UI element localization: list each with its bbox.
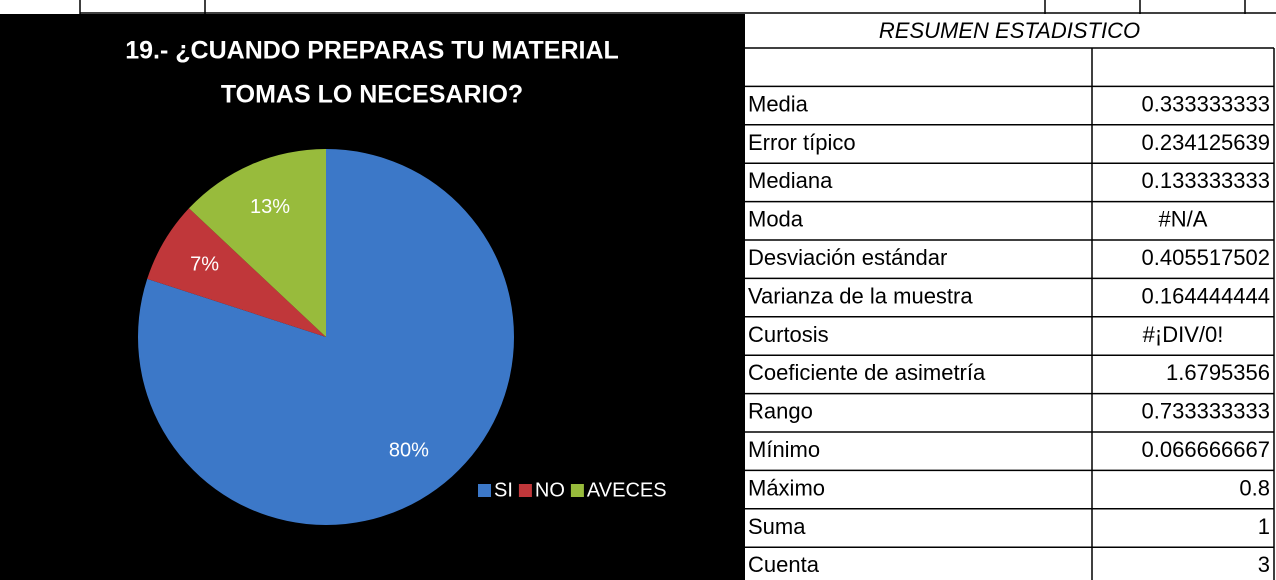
top-row-borders bbox=[79, 0, 1276, 14]
stat-value: 3 bbox=[1258, 552, 1270, 577]
stat-name: Varianza de la muestra bbox=[748, 283, 973, 308]
legend-swatch bbox=[518, 484, 532, 497]
stat-value: #¡DIV/0! bbox=[1143, 322, 1224, 347]
stats-table: RESUMEN ESTADISTICO Media 0.333333333 Error… bbox=[745, 18, 1275, 580]
stat-value: 0.133333333 bbox=[1142, 168, 1270, 193]
stat-value: 1 bbox=[1258, 514, 1270, 539]
legend-label: NO bbox=[535, 479, 565, 501]
pie-slice bbox=[147, 208, 326, 337]
stat-value: 1.6795356 bbox=[1166, 360, 1270, 385]
data-label: 7% bbox=[190, 254, 219, 276]
stat-value: 0.8 bbox=[1239, 475, 1270, 500]
data-label: 13% bbox=[250, 196, 290, 218]
stat-name: Curtosis bbox=[748, 322, 829, 347]
chart-title: TOMAS LO NECESARIO? bbox=[221, 81, 523, 109]
stat-value: 0.234125639 bbox=[1142, 130, 1270, 155]
stat-name: Cuenta bbox=[748, 552, 820, 577]
stat-name: Mínimo bbox=[748, 437, 820, 462]
stat-value: 0.733333333 bbox=[1142, 399, 1270, 424]
data-label: 80% bbox=[389, 439, 429, 461]
chart-title: 19.- ¿CUANDO PREPARAS TU MATERIAL bbox=[125, 37, 619, 65]
top-row bbox=[0, 0, 1276, 14]
stat-name: Moda bbox=[748, 207, 804, 232]
stat-name: Media bbox=[748, 91, 809, 116]
stat-name: Mediana bbox=[748, 168, 833, 193]
stat-value: 0.066666667 bbox=[1142, 437, 1270, 462]
stat-value: 0.164444444 bbox=[1142, 283, 1270, 308]
table-title: RESUMEN ESTADISTICO bbox=[879, 18, 1140, 43]
stat-name: Coeficiente de asimetría bbox=[748, 360, 986, 385]
pie: 80% 7% 13% bbox=[137, 149, 514, 525]
pie-slice bbox=[188, 149, 326, 337]
stat-name: Rango bbox=[748, 399, 813, 424]
stat-value: 0.405517502 bbox=[1142, 245, 1270, 270]
legend-swatch bbox=[570, 484, 584, 497]
stat-name: Máximo bbox=[748, 475, 825, 500]
legend-label: SI bbox=[494, 479, 513, 501]
legend-label: AVECES bbox=[587, 479, 667, 501]
legend-swatch bbox=[478, 484, 491, 497]
stat-value: 0.333333333 bbox=[1142, 91, 1270, 116]
stat-name: Error típico bbox=[748, 130, 856, 155]
stat-name: Desviación estándar bbox=[748, 245, 947, 270]
legend: SI NO AVECES bbox=[478, 479, 667, 501]
stat-name: Suma bbox=[748, 514, 806, 539]
stat-value: #N/A bbox=[1159, 207, 1208, 232]
